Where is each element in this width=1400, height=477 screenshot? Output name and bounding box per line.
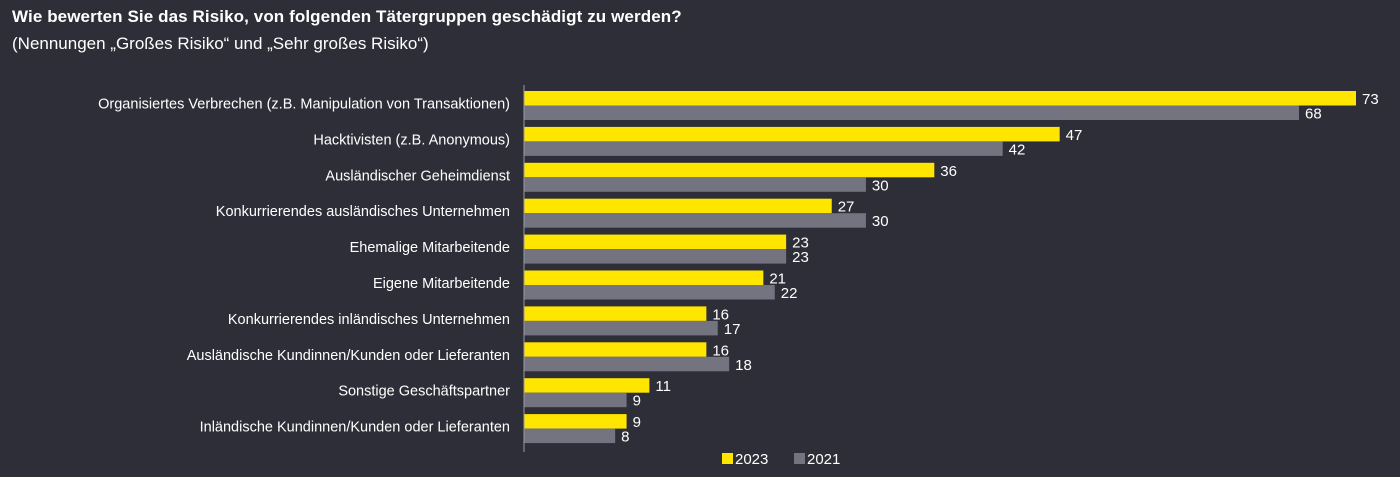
bar-2023 bbox=[524, 162, 935, 178]
category-label: Organisiertes Verbrechen (z.B. Manipulat… bbox=[98, 97, 510, 113]
data-label-2021: 23 bbox=[792, 249, 809, 266]
chart-title: Wie bewerten Sie das Risiko, von folgend… bbox=[12, 7, 682, 26]
bar-2023 bbox=[524, 306, 707, 321]
category-label: Konkurrierendes inländisches Unternehmen bbox=[228, 312, 510, 328]
data-label-2023: 73 bbox=[1362, 91, 1379, 108]
bar-2023 bbox=[524, 198, 832, 214]
bar-2021 bbox=[524, 213, 866, 228]
bar-2021 bbox=[524, 177, 866, 192]
category-label: Eigene Mitarbeitende bbox=[373, 276, 510, 292]
bar-2021 bbox=[524, 105, 1300, 120]
legend-label-2021: 2021 bbox=[807, 451, 840, 468]
data-label-2021: 8 bbox=[621, 429, 629, 446]
data-label-2021: 68 bbox=[1305, 106, 1322, 123]
category-label: Ausländischer Geheimdienst bbox=[325, 168, 510, 184]
data-label-2023: 47 bbox=[1066, 127, 1083, 144]
category-label: Konkurrierendes ausländisches Unternehme… bbox=[216, 204, 510, 220]
category-label: Ehemalige Mitarbeitende bbox=[350, 240, 510, 256]
data-label-2023: 27 bbox=[838, 199, 855, 216]
data-label-2023: 16 bbox=[712, 306, 729, 323]
legend-label-2023: 2023 bbox=[735, 451, 768, 468]
data-label-2023: 16 bbox=[712, 342, 729, 359]
bar-2021 bbox=[524, 285, 775, 300]
bar-2021 bbox=[524, 356, 730, 372]
data-label-2023: 21 bbox=[769, 271, 786, 288]
legend-swatch-2021 bbox=[794, 453, 805, 464]
legend-swatch-2023 bbox=[722, 453, 733, 464]
bar-2023 bbox=[524, 91, 1356, 106]
bar-2021 bbox=[524, 428, 616, 444]
data-label-2023: 23 bbox=[792, 235, 809, 252]
category-label: Inländische Kundinnen/Kunden oder Liefer… bbox=[200, 420, 510, 436]
data-label-2023: 9 bbox=[633, 414, 641, 431]
data-label-2021: 30 bbox=[872, 213, 889, 230]
category-label: Hacktivisten (z.B. Anonymous) bbox=[313, 132, 510, 148]
data-label-2021: 18 bbox=[735, 357, 752, 374]
category-label: Ausländische Kundinnen/Kunden oder Liefe… bbox=[187, 348, 510, 364]
bar-2023 bbox=[524, 234, 787, 250]
bar-2023 bbox=[524, 414, 627, 429]
bar-2021 bbox=[524, 249, 787, 264]
bar-2023 bbox=[524, 270, 764, 285]
bar-2021 bbox=[524, 141, 1003, 156]
data-label-2023: 11 bbox=[655, 378, 671, 395]
bar-2021 bbox=[524, 320, 718, 336]
category-label: Sonstige Geschäftspartner bbox=[338, 384, 510, 400]
data-label-2021: 17 bbox=[724, 321, 741, 338]
bar-2021 bbox=[524, 392, 627, 408]
data-label-2021: 9 bbox=[633, 393, 641, 410]
data-label-2021: 42 bbox=[1009, 141, 1026, 158]
data-label-2023: 36 bbox=[940, 163, 957, 180]
chart-subtitle: (Nennungen „Großes Risiko“ und „Sehr gro… bbox=[12, 34, 429, 53]
bar-2023 bbox=[524, 342, 707, 357]
bar-2023 bbox=[524, 126, 1060, 142]
data-label-2021: 30 bbox=[872, 177, 889, 194]
bar-2023 bbox=[524, 378, 650, 393]
data-label-2021: 22 bbox=[781, 285, 798, 302]
